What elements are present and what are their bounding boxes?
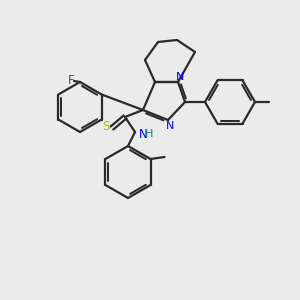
Text: N: N — [139, 128, 147, 140]
Text: N: N — [176, 72, 184, 82]
Text: S: S — [102, 121, 110, 134]
Text: F: F — [68, 74, 74, 86]
Text: N: N — [166, 121, 174, 131]
Text: H: H — [145, 129, 153, 139]
